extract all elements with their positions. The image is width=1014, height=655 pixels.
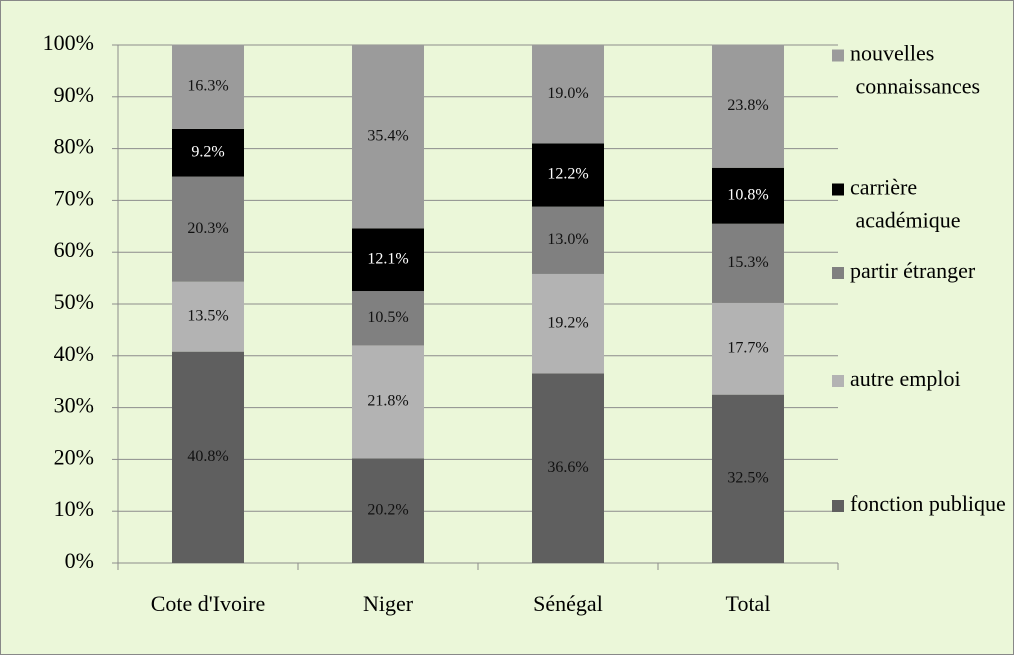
- legend-label: autre emploi: [850, 366, 961, 391]
- data-label: 12.2%: [547, 166, 588, 183]
- data-label: 13.0%: [547, 231, 588, 248]
- data-label: 20.2%: [367, 501, 408, 518]
- bar-segment: [712, 394, 784, 563]
- bar-segment: [532, 273, 604, 374]
- y-tick-label: 70%: [54, 185, 94, 210]
- data-label: 17.7%: [727, 339, 768, 356]
- data-label: 35.4%: [367, 127, 408, 144]
- bar-segment: [532, 206, 604, 274]
- y-tick-label: 40%: [54, 341, 94, 366]
- legend-swatch: [832, 183, 844, 196]
- data-label: 10.8%: [727, 186, 768, 203]
- data-label: 32.5%: [727, 469, 768, 486]
- y-tick-label: 30%: [54, 393, 94, 418]
- y-tick-label: 0%: [65, 548, 94, 573]
- bar-segment: [172, 176, 244, 282]
- legend-label: nouvelles connaissances: [850, 41, 980, 99]
- data-label: 9.2%: [191, 143, 224, 160]
- bar-segment: [532, 45, 604, 144]
- y-tick-label: 10%: [54, 496, 94, 521]
- legend-swatch: [832, 375, 844, 387]
- data-label: 16.3%: [187, 77, 228, 94]
- legend-swatch: [832, 500, 844, 512]
- bar-segment: [352, 345, 424, 459]
- bar-segment: [712, 44, 784, 168]
- data-label: 21.8%: [367, 393, 408, 410]
- data-label: 23.8%: [727, 97, 768, 114]
- data-label: 40.8%: [187, 448, 228, 465]
- bar-segment: [712, 302, 784, 395]
- bar-segment: [352, 458, 424, 563]
- bar-segment: [352, 45, 424, 229]
- data-label: 15.3%: [727, 254, 768, 271]
- legend-line: académique: [850, 208, 961, 233]
- legend-label: fonction publique: [850, 491, 1006, 516]
- x-tick-label: Sénégal: [533, 591, 603, 616]
- bar-segment: [172, 128, 244, 177]
- bar-segment: [712, 167, 784, 224]
- data-label: 12.1%: [367, 250, 408, 267]
- bar-segment: [352, 291, 424, 346]
- legend-swatch: [832, 49, 844, 62]
- data-label: 20.3%: [187, 220, 228, 237]
- x-tick-label: Niger: [363, 591, 414, 616]
- legend-swatch: [832, 267, 844, 279]
- bar-segment: [172, 351, 244, 563]
- data-label: 10.5%: [367, 309, 408, 326]
- x-tick-label: Cote d'Ivoire: [151, 591, 266, 616]
- bar-segment: [712, 223, 784, 303]
- y-tick-label: 80%: [54, 134, 94, 159]
- bar-segment: [172, 281, 244, 352]
- legend-label: partir étranger: [850, 258, 976, 283]
- data-label: 13.5%: [187, 307, 228, 324]
- legend-line: nouvelles: [850, 41, 934, 66]
- data-label: 19.0%: [547, 85, 588, 102]
- data-label: 36.6%: [547, 459, 588, 476]
- x-tick-label: Total: [726, 591, 771, 616]
- y-tick-label: 100%: [43, 30, 94, 55]
- legend-line: connaissances: [850, 74, 980, 99]
- bar-segment: [352, 228, 424, 292]
- bar-segment: [532, 143, 604, 207]
- data-label: 19.2%: [547, 314, 588, 331]
- bar-segment: [532, 373, 604, 563]
- bar-segment: [172, 44, 244, 129]
- y-tick-label: 60%: [54, 237, 94, 262]
- y-tick-label: 20%: [54, 444, 94, 469]
- y-tick-label: 50%: [54, 289, 94, 314]
- y-tick-label: 90%: [54, 82, 94, 107]
- legend-label: carrière académique: [850, 175, 961, 233]
- legend-line: carrière: [850, 175, 917, 200]
